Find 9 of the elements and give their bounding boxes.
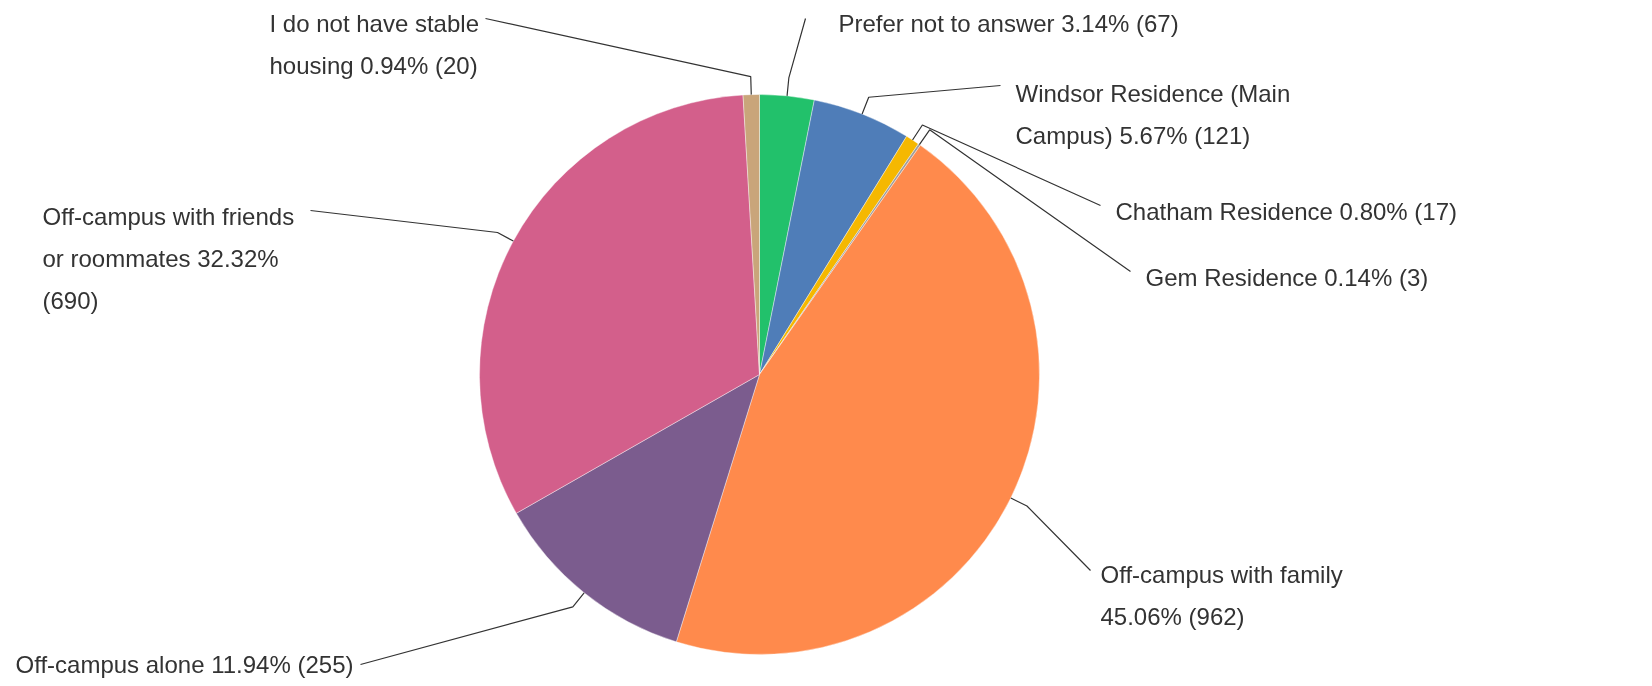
slice-label: Chatham Residence 0.80% (17) xyxy=(1115,198,1458,225)
slice-label: Off-campus with family xyxy=(1100,561,1343,588)
slice-label: Off-campus with friends or roommates 32.32% (690) xyxy=(42,203,295,314)
slice-label: Windsor Residence (Main Campus) 5.67% (121) xyxy=(1015,80,1291,149)
slice-label: I do not have stable housing 0.94% (20) xyxy=(269,10,479,79)
slice-label: Gem Residence 0.14% (3) xyxy=(1145,264,1429,291)
data-label: 45.06% (962) xyxy=(1100,603,1245,630)
slice-label: Off-campus alone 11.94% (255) xyxy=(15,651,354,678)
slice-label: Prefer not to answer 3.14% (67) xyxy=(838,10,1179,37)
